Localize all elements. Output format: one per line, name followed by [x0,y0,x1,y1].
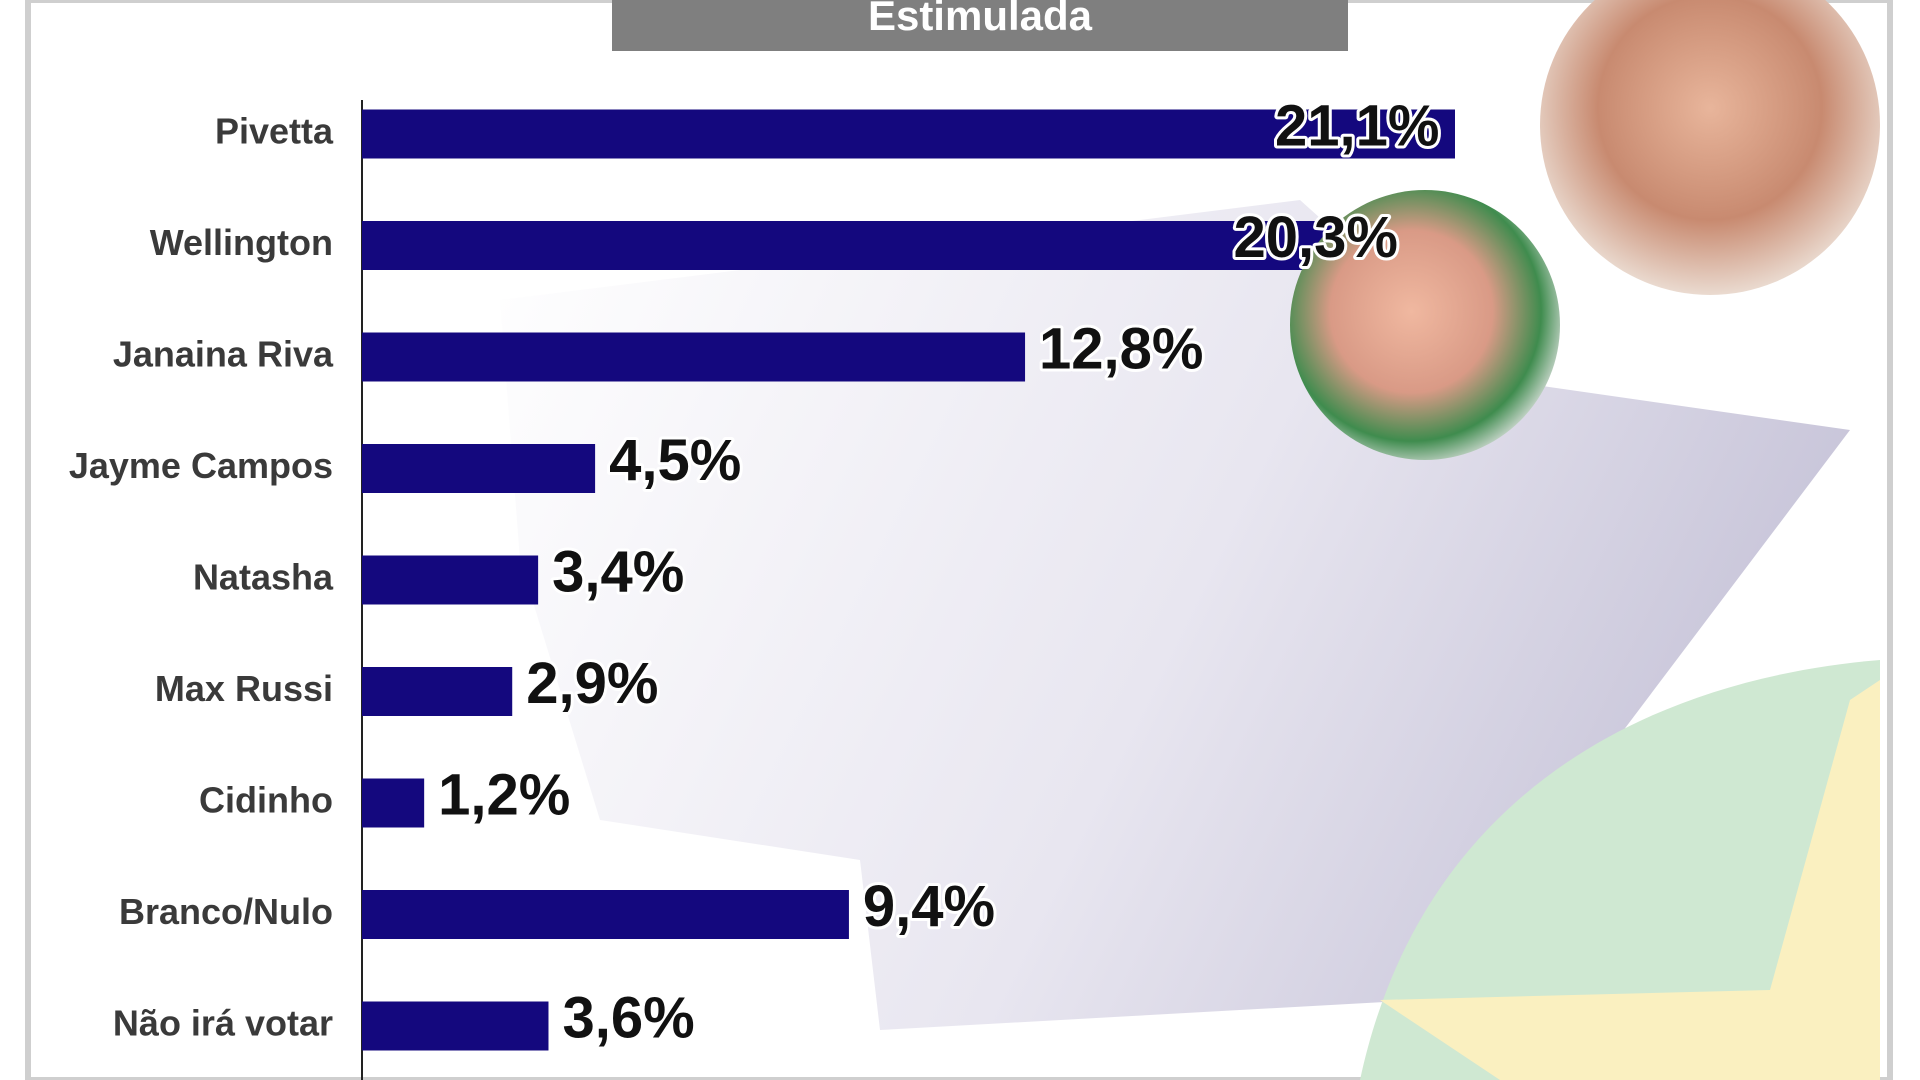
category-label: Janaina Riva [113,334,334,375]
bar [362,555,539,605]
category-label: Max Russi [155,668,333,709]
value-labels: 21,1% 20,3% 12,8% 4,5% 3,4% 2,9% 1,2% 9,4% 3,6% [435,90,1442,1053]
title-box [612,0,1348,51]
value-label: 4,5% [609,428,741,493]
photo-pivetta [1540,0,1880,295]
value-label: 12,8% [1039,316,1203,381]
value-label: 2,9% [526,651,658,716]
flag-yellow [1380,680,1880,1080]
value-label: 9,4% [863,874,995,939]
bar [362,667,513,716]
category-label: Natasha [193,557,334,598]
bars: Pivetta Wellington Janaina Riva Jayme Campo… [69,109,1455,1051]
category-label: Cidinho [199,780,333,821]
flag-green [1360,660,1880,1080]
value-label: 3,6% [562,985,694,1050]
category-label: Pivetta [215,111,334,152]
value-label: 1,2% [438,762,570,827]
bar [362,221,1414,270]
value-label: 3,4% [552,539,684,604]
bar [362,444,596,493]
bar [362,109,1455,159]
bar [362,1001,549,1051]
bar [362,890,849,939]
photo-wellington [1290,190,1560,460]
chart-title: Estimulada [868,0,1093,39]
value-label: 21,1% [1275,93,1439,158]
bar [362,778,425,828]
category-label: Branco/Nulo [119,891,333,932]
category-label: Jayme Campos [69,445,333,486]
category-label: Não irá votar [113,1003,333,1044]
category-label: Wellington [150,222,333,263]
bar [362,332,1026,382]
value-label: 20,3% [1234,205,1398,270]
